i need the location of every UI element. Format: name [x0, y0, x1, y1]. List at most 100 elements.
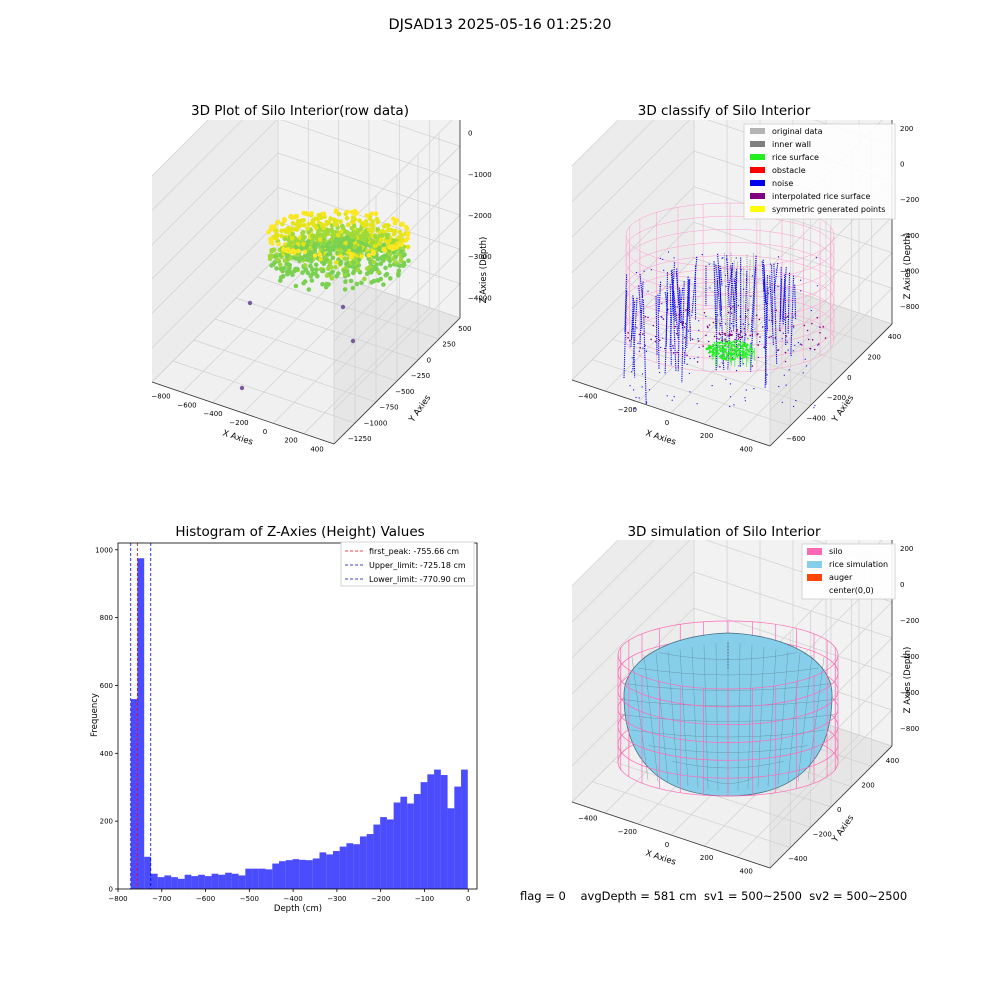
histogram-bar: [198, 874, 205, 889]
histogram-bar: [279, 861, 286, 889]
legend-swatch-silo: [807, 548, 822, 555]
legend-swatch-inner-wall: [750, 141, 765, 147]
legend-rice-surface: rice surface: [772, 153, 819, 162]
histogram-bar: [265, 869, 273, 889]
y-tick-label: 250: [442, 341, 455, 349]
histogram-xtick: −100: [415, 895, 434, 903]
panel4-silo-wireframe-front: [617, 654, 839, 797]
histogram-ticks: −800 −700 −600 −500 −400 −300 −200 −100 0 0 200 400…: [95, 546, 470, 903]
histogram-bar: [393, 802, 401, 889]
histogram-bar: [164, 875, 172, 889]
y-tick-label: 400: [886, 757, 899, 765]
y-tick-label: −400: [807, 415, 826, 423]
histogram-bar: [299, 859, 306, 889]
x-tick-label: 0: [665, 841, 669, 849]
histogram-bar: [137, 558, 145, 889]
z-tick-label: −600: [900, 268, 919, 276]
panel4-simulation-surface: −400 −200 0 200 400 400 200 0 −200 −400 200 0 −200 −4…: [571, 540, 919, 875]
legend-first-peak: first_peak: -755.66 cm: [369, 547, 459, 556]
legend-symmetric: symmetric generated points: [772, 205, 885, 214]
histogram-bar: [252, 868, 259, 889]
x-tick-label: 200: [284, 437, 297, 445]
panel2-ticks: −400 −200 0 200 400 400 200 0 −200 −400 −600 200 0 −2…: [578, 125, 919, 454]
histogram-bar: [427, 774, 435, 889]
x-tick-label: −200: [618, 828, 637, 836]
panel1-xlabel: X Axies: [221, 428, 254, 447]
z-tick-label: −1000: [468, 171, 492, 179]
histogram-bar: [447, 808, 455, 889]
histogram-bar: [211, 873, 219, 889]
histogram-bar: [380, 817, 387, 889]
histogram-bar: [285, 860, 293, 889]
histogram-bar: [218, 874, 226, 889]
y-tick-label: −400: [788, 855, 807, 863]
histogram-xtick: −300: [327, 895, 346, 903]
histogram-bar: [366, 834, 374, 889]
y-tick-label: 0: [847, 374, 851, 382]
x-tick-label: −200: [618, 406, 637, 414]
histogram-bar: [231, 873, 239, 889]
y-axis-line: [333, 317, 461, 445]
legend-interpolated: interpolated rice surface: [772, 192, 870, 201]
y-tick-label: −500: [395, 388, 414, 396]
pane-left-wall: [572, 120, 694, 380]
histogram-bar: [373, 824, 381, 889]
y-tick-label: −600: [786, 435, 805, 443]
histogram-ytick: 400: [100, 750, 113, 758]
z-tick-label: 200: [900, 545, 913, 553]
x-tick-label: −800: [151, 392, 170, 400]
panel1-ylabel: Y Axies: [407, 393, 434, 425]
histogram-bar: [177, 878, 185, 889]
x-axis-line: [571, 379, 771, 447]
histogram-bar: [400, 796, 408, 889]
histogram-bar: [150, 873, 158, 889]
z-tick-label: −3000: [468, 253, 492, 261]
y-tick-label: −1000: [364, 419, 388, 427]
histogram-xtick: −600: [196, 895, 215, 903]
panel4-title: 3D simulation of Silo Interior: [627, 524, 821, 540]
panel1-zlabel: Z Axies (Depth): [479, 237, 489, 304]
x-tick-label: 0: [665, 419, 669, 427]
z-tick-label: 0: [900, 581, 904, 589]
histogram-bar: [204, 876, 212, 889]
figure-suptitle: DJSAD13 2025-05-16 01:25:20: [388, 17, 612, 33]
histogram-bar: [339, 846, 347, 889]
panel4-zlabel: Z Axies (Depth): [903, 647, 913, 714]
histogram-bar: [319, 852, 327, 889]
histogram-bar: [225, 872, 232, 889]
y-tick-label: 500: [458, 325, 471, 333]
x-tick-label: 400: [740, 445, 753, 453]
z-tick-label: −4000: [468, 294, 492, 302]
histogram-ytick: 1000: [95, 546, 113, 554]
histogram-bar: [386, 819, 394, 889]
y-tick-label: 200: [861, 782, 874, 790]
histogram-bar: [353, 844, 360, 889]
legend-center: center(0,0): [829, 586, 874, 595]
histogram-axes-box: [117, 542, 478, 890]
histogram-vlines: [130, 543, 152, 889]
histogram-xlabel: Depth (cm): [274, 904, 322, 914]
y-tick-label: −200: [827, 394, 846, 402]
legend-swatch-rice-sim: [807, 561, 822, 568]
y-tick-label: −1250: [348, 435, 372, 443]
panel4-ylabel: Y Axies: [830, 813, 857, 845]
legend-swatch-auger: [807, 574, 822, 581]
x-tick-label: −600: [177, 401, 196, 409]
x-tick-label: 200: [700, 432, 713, 440]
y-tick-label: −750: [379, 404, 398, 412]
status-line: flag = 0 avgDepth = 581 cm sv1 = 500~250…: [520, 889, 908, 903]
panel2-title: 3D classify of Silo Interior: [637, 103, 811, 119]
y-axis-line: [769, 745, 893, 869]
z-tick-label: 0: [468, 130, 472, 138]
x-tick-label: −200: [229, 419, 248, 427]
histogram-bar: [305, 860, 313, 889]
histogram-bar: [359, 836, 367, 889]
histogram-xtick: −400: [284, 895, 303, 903]
x-tick-label: 0: [263, 428, 267, 436]
z-tick-label: −400: [900, 653, 919, 661]
y-axis-line: [769, 323, 893, 447]
panel2-xlabel: X Axies: [644, 428, 677, 447]
panel3-title: Histogram of Z-Axies (Height) Values: [175, 524, 425, 540]
z-tick-label: −200: [900, 196, 919, 204]
z-tick-label: −800: [900, 725, 919, 733]
